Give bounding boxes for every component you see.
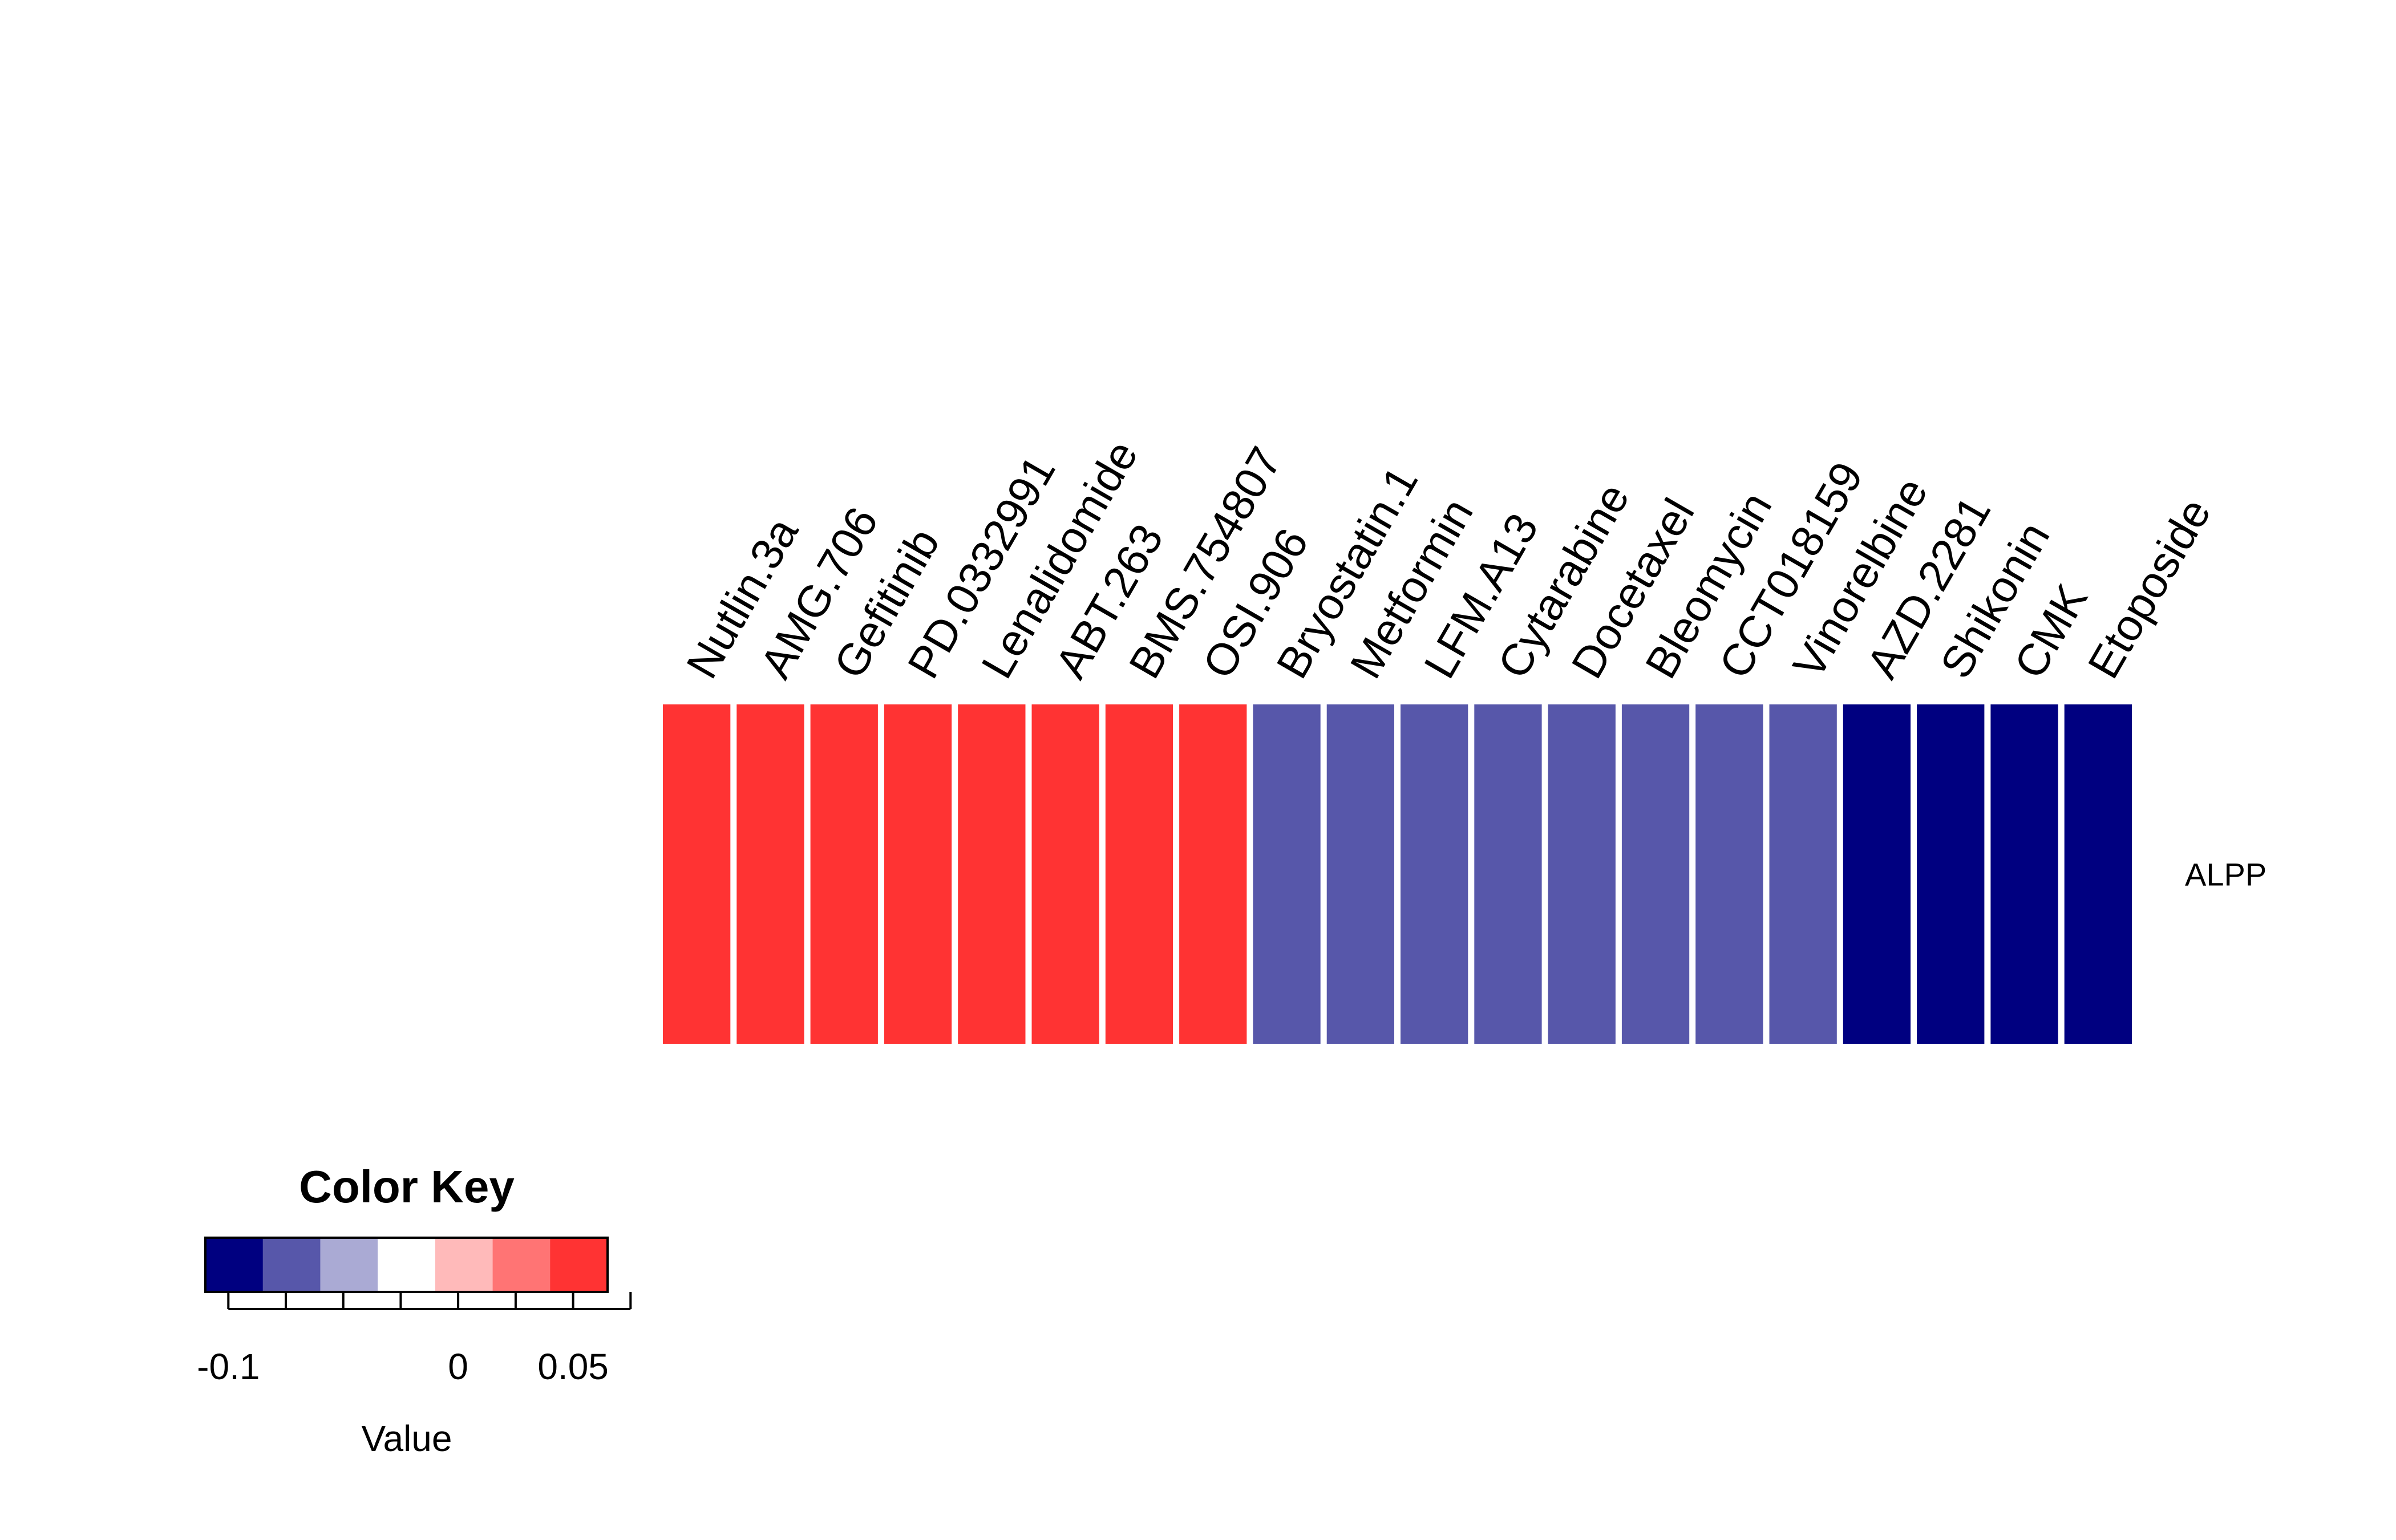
heatmap-cell (1843, 704, 1911, 1044)
heatmap-cell (1105, 704, 1173, 1044)
column-labels: Nutlin.3aAMG.706GefitinibPD.0332991Lenal… (677, 432, 2220, 687)
heatmap-cell (1769, 704, 1837, 1044)
heatmap-cell (1474, 704, 1542, 1044)
heatmap-cell (2064, 704, 2132, 1044)
heatmap-cell (1548, 704, 1616, 1044)
heatmap-cell (1031, 704, 1099, 1044)
heatmap-cell (884, 704, 952, 1044)
heatmap-cell (958, 704, 1026, 1044)
color-key: Color Key -0.1 0 0.05 Value (197, 1161, 632, 1459)
color-key-tick-label: 0.05 (537, 1346, 609, 1387)
color-key-tick-label: 0 (448, 1346, 468, 1387)
color-key-swatch (262, 1238, 321, 1292)
color-key-swatch (550, 1238, 608, 1292)
color-key-swatch (435, 1238, 493, 1292)
heatmap-cell (1401, 704, 1468, 1044)
heatmap-cell (810, 704, 878, 1044)
color-key-title: Color Key (299, 1161, 515, 1212)
heatmap-cell (736, 704, 804, 1044)
color-key-swatches (205, 1238, 608, 1292)
color-key-swatch (492, 1238, 551, 1292)
heatmap-cells (663, 704, 2132, 1044)
column-label: Etoposide (2078, 490, 2220, 686)
color-key-ticks (227, 1292, 632, 1309)
color-key-frame (204, 1237, 609, 1293)
row-labels: ALPP (2185, 857, 2267, 893)
color-key-swatch (205, 1238, 264, 1292)
heatmap-cell (1621, 704, 1690, 1044)
color-key-swatch (378, 1238, 436, 1292)
row-label: ALPP (2185, 857, 2267, 893)
color-key-tick-labels: -0.1 0 0.05 (197, 1346, 609, 1387)
color-key-tick-label: -0.1 (197, 1346, 260, 1387)
heatmap-cell (1990, 704, 2058, 1044)
heatmap-cell (1179, 704, 1247, 1044)
heatmap-cell (1326, 704, 1394, 1044)
heatmap-cell (1917, 704, 1985, 1044)
heatmap-cell (663, 704, 731, 1044)
heatmap-cell (1253, 704, 1321, 1044)
heatmap-cell (1695, 704, 1763, 1044)
color-key-swatch (320, 1238, 378, 1292)
color-key-xlabel: Value (362, 1418, 452, 1459)
